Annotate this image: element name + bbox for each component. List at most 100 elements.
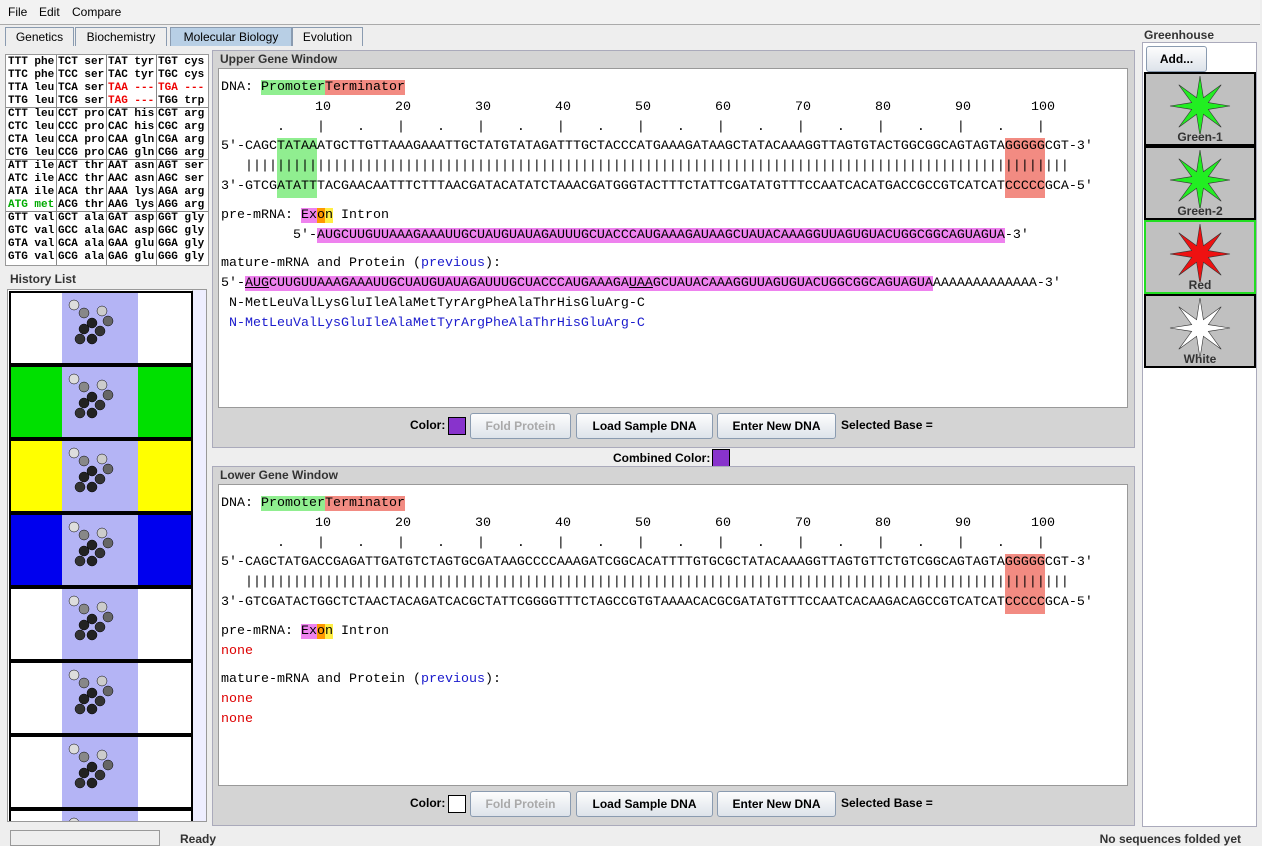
intron: Intron xyxy=(340,624,389,639)
btn[interactable]: Enter New DNA xyxy=(717,791,836,817)
codon-cell: TCA ser xyxy=(58,82,105,94)
residue xyxy=(74,481,86,493)
combined-swatch xyxy=(712,449,730,467)
ruler-number: 10 xyxy=(315,100,331,115)
history-list xyxy=(7,289,207,822)
residue xyxy=(78,455,90,467)
codon-divider xyxy=(6,107,208,108)
previous-protein: N-MetLeuValLysGluIleAlaMetTyrArgPheAlaTh… xyxy=(229,316,645,331)
dna-segment: GCA-5' xyxy=(1044,179,1093,194)
codon-cell: TAT tyr xyxy=(108,56,155,68)
organism-card[interactable]: Green-1 xyxy=(1144,72,1256,146)
ruler-number: 70 xyxy=(795,100,811,115)
residue xyxy=(74,333,86,345)
menu-item[interactable]: Compare xyxy=(72,5,122,19)
history-panel xyxy=(9,809,193,821)
codon-cell: TGG trp xyxy=(158,95,205,107)
organism-card[interactable]: Green-2 xyxy=(1144,146,1256,220)
codon-cell: GTG val xyxy=(8,251,55,263)
tab[interactable]: Molecular Biology xyxy=(170,27,292,46)
codon-divider xyxy=(56,55,57,265)
organism-name[interactable]: Green-1 xyxy=(1177,130,1223,144)
btn[interactable]: Fold Protein xyxy=(470,791,571,817)
terminator: Terminator xyxy=(325,496,405,511)
progress-box xyxy=(10,830,160,846)
mrna-segment: AAAAAAAAAAAAA-3' xyxy=(932,276,1061,291)
organism-name[interactable]: Green-2 xyxy=(1177,204,1223,218)
residue xyxy=(96,675,108,687)
residue xyxy=(86,465,98,477)
dna-segment: 5'-CAGC xyxy=(221,139,277,154)
residue xyxy=(74,407,86,419)
seq-line: DNA: PromoterTerminator xyxy=(221,496,405,512)
ruler-number: 80 xyxy=(875,516,891,531)
codon-cell: GGG gly xyxy=(158,251,205,263)
seq-line: 3'-GTCGATATTTACGAACAATTTCTTTAACGATACATAT… xyxy=(221,179,1093,195)
combined-label: Combined Color: xyxy=(613,451,711,465)
btn[interactable]: Load Sample DNA xyxy=(576,413,713,439)
organism-card[interactable]: White xyxy=(1144,294,1256,368)
gene-area xyxy=(218,484,1128,786)
residue xyxy=(78,677,90,689)
pre-mrna-label: pre-mRNA: xyxy=(221,624,293,639)
btn[interactable]: Fold Protein xyxy=(470,413,571,439)
residue xyxy=(102,389,114,401)
seq-line: mature-mRNA and Protein (previous): xyxy=(221,672,501,688)
residue xyxy=(78,529,90,541)
organism-name[interactable]: Red xyxy=(1188,278,1212,292)
status-right: No sequences folded yet xyxy=(1099,832,1241,846)
residue xyxy=(78,381,90,393)
dna-segment: TACGAACAATTTCTTTAACGATACATATCTAAACGATGGG… xyxy=(317,179,1005,194)
ruler-number: 10 xyxy=(315,516,331,531)
scrollbar xyxy=(192,290,206,821)
pre-mrna-label: pre-mRNA: xyxy=(221,208,293,223)
organism-name[interactable]: White xyxy=(1183,352,1217,366)
organism-icon xyxy=(1169,223,1231,282)
codon-table[interactable]: TTT phe TCT ser TAT tyr TGT cys TTC phe TCC s… xyxy=(5,54,209,266)
residue xyxy=(68,299,80,311)
mrna-segment: -3' xyxy=(1004,228,1029,243)
btn[interactable]: Add... xyxy=(1146,46,1207,72)
btn[interactable]: Load Sample DNA xyxy=(576,791,713,817)
promoter: Promoter xyxy=(261,496,325,511)
codon-cell: CAC his xyxy=(108,121,155,133)
organism-card[interactable]: Red xyxy=(1144,220,1256,294)
residue xyxy=(68,373,80,385)
residue xyxy=(78,603,90,615)
tab[interactable]: Evolution xyxy=(292,27,363,46)
terminator: Terminator xyxy=(325,80,405,95)
dna-segment: 3'-GTCG xyxy=(221,179,277,194)
codon-cell: CGT arg xyxy=(158,108,205,120)
codon-cell: CGA arg xyxy=(158,134,205,146)
residue xyxy=(78,471,90,483)
menu-item[interactable]: File xyxy=(8,5,28,19)
residue xyxy=(78,751,90,763)
protein-sequence: N-MetLeuValLysGluIleAlaMetTyrArgPheAlaTh… xyxy=(229,296,645,311)
dna-label: DNA: xyxy=(221,80,253,95)
codon-cell: ACA thr xyxy=(58,186,105,198)
residue xyxy=(102,611,114,623)
ruler-marks: . | . | . | . | . | . | . | . | . | . | xyxy=(237,536,1045,551)
residue xyxy=(94,621,106,633)
protein-icon xyxy=(68,299,114,345)
tab[interactable]: Genetics xyxy=(5,27,74,46)
ruler-number: 100 xyxy=(1031,516,1055,531)
residue xyxy=(86,407,98,419)
protein-backdrop xyxy=(62,811,138,821)
residue xyxy=(86,613,98,625)
history-panel xyxy=(9,291,193,365)
codon-cell: ACG thr xyxy=(58,199,105,211)
menu-item[interactable]: Edit xyxy=(39,5,60,19)
seq-line: DNA: PromoterTerminator xyxy=(221,80,405,96)
protein-icon xyxy=(68,595,114,641)
btn[interactable]: Enter New DNA xyxy=(717,413,836,439)
tab[interactable]: Biochemistry xyxy=(75,27,167,46)
window-title: Upper Gene Window xyxy=(220,52,338,66)
history-panel xyxy=(9,735,193,809)
organism-icon xyxy=(1169,149,1231,208)
codon-cell: CCC pro xyxy=(58,121,105,133)
menu-bar[interactable] xyxy=(0,0,1260,25)
ruler-number: 80 xyxy=(875,100,891,115)
ruler-marks: . | . | . | . | . | . | . | . | . | . | xyxy=(237,120,1045,135)
